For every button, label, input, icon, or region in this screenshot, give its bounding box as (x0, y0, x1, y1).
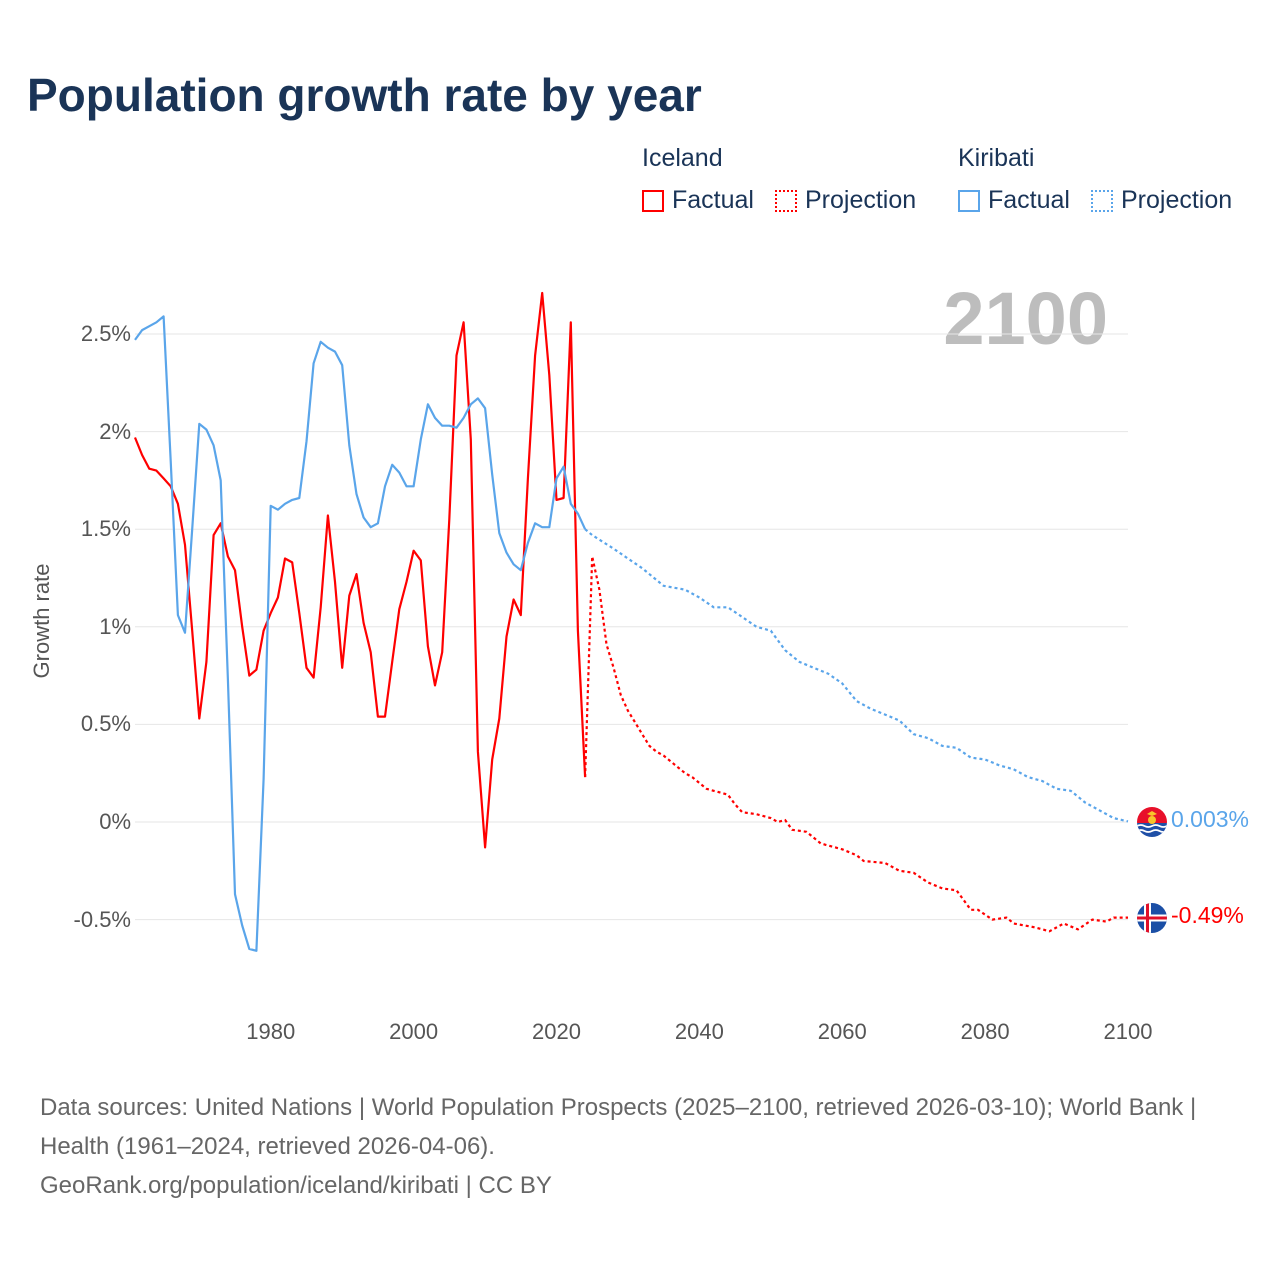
legend-swatch-dotted (1091, 189, 1113, 212)
legend-label: Projection (1121, 186, 1233, 214)
source-link[interactable]: GeoRank.org/population/iceland/kiribati … (40, 1172, 552, 1199)
legend-label: Factual (988, 186, 1070, 214)
current-year-display: 2100 (943, 277, 1108, 360)
legend-iceland-factual[interactable]: Factual (642, 186, 754, 215)
series-line-kiribati-factual (134, 315, 587, 952)
y-tick-label: 1% (99, 613, 131, 639)
legend-kiribati-projection[interactable]: Projection (1091, 186, 1232, 215)
y-tick-label: 1.5% (80, 516, 131, 542)
iceland-flag-icon (1137, 903, 1167, 933)
series-line-iceland-factual (133, 291, 587, 849)
x-tick-label: 2060 (817, 1019, 867, 1044)
y-tick-label: 2% (99, 418, 131, 444)
x-tick-label: 2020 (532, 1019, 581, 1044)
legend-swatch-dotted (775, 189, 797, 212)
x-tick-label: 2100 (1103, 1019, 1153, 1044)
chart-title: Population growth rate by year (27, 69, 702, 121)
iceland-end-value: -0.49% (1171, 902, 1244, 928)
legend-label: Factual (672, 186, 754, 214)
series-line-iceland-projection (584, 555, 1128, 933)
x-tick-label: 2040 (674, 1019, 724, 1044)
legend-label: Projection (805, 186, 917, 214)
legend-iceland-heading: Iceland (642, 144, 723, 172)
legend-kiribati-heading: Kiribati (958, 144, 1035, 172)
legend-swatch-solid (958, 189, 980, 212)
series-line-kiribati-projection (584, 528, 1129, 823)
x-tick-label: 2000 (389, 1019, 439, 1044)
x-tick-label: 2080 (960, 1019, 1010, 1044)
footer: Data sources: United Nations | World Pop… (40, 1088, 1240, 1205)
legend-kiribati-factual[interactable]: Factual (958, 186, 1070, 215)
y-tick-label: 0% (99, 809, 131, 834)
y-tick-label: -0.5% (73, 906, 131, 932)
y-tick-label: 2.5% (80, 321, 131, 346)
kiribati-end-value: 0.003% (1171, 806, 1250, 832)
legend-swatch-solid (642, 189, 664, 212)
data-sources: Data sources: United Nations | World Pop… (40, 1094, 1197, 1160)
kiribati-flag-icon (1137, 807, 1167, 837)
legend-iceland-projection[interactable]: Projection (775, 186, 916, 215)
y-tick-label: 0.5% (80, 711, 131, 737)
x-tick-label: 1980 (246, 1019, 296, 1044)
